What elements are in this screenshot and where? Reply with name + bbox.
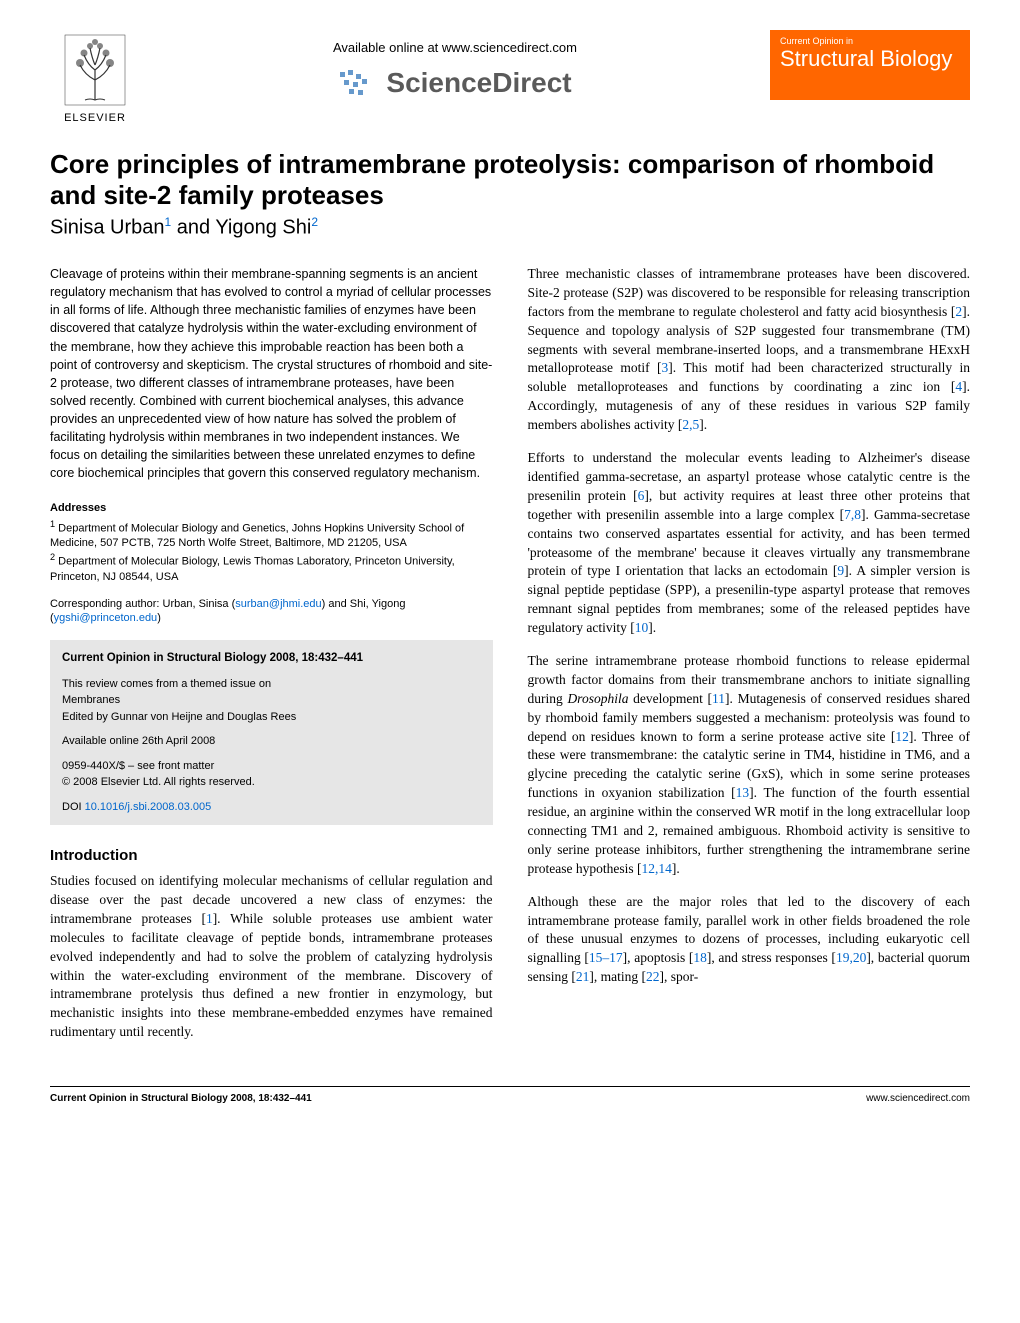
addresses-heading: Addresses <box>50 501 493 516</box>
article-title: Core principles of intramembrane proteol… <box>50 149 970 211</box>
address-2: Department of Molecular Biology, Lewis T… <box>50 556 455 583</box>
rp4e: ], mating [ <box>589 969 646 984</box>
address-1: Department of Molecular Biology and Gene… <box>50 523 464 550</box>
sciencedirect-logo: ScienceDirect <box>140 67 770 99</box>
infobox-issn-block: 0959-440X/$ – see front matter © 2008 El… <box>62 758 481 791</box>
ref-15-17[interactable]: 15–17 <box>589 950 623 965</box>
email-link-2[interactable]: ygshi@princeton.edu <box>54 612 158 624</box>
rp3f: ]. <box>672 861 680 876</box>
footer-url: www.sciencedirect.com <box>866 1093 970 1104</box>
badge-main-text: Structural Biology <box>780 48 960 70</box>
corresponding-author: Corresponding author: Urban, Sinisa (sur… <box>50 597 493 627</box>
available-online-text: Available online at www.sciencedirect.co… <box>140 40 770 55</box>
copyright-line: © 2008 Elsevier Ltd. All rights reserved… <box>62 776 255 788</box>
publisher-name: ELSEVIER <box>64 112 126 124</box>
ref-12-14[interactable]: 12,14 <box>641 861 671 876</box>
abstract-text: Cleavage of proteins within their membra… <box>50 265 493 483</box>
rp2e: ]. <box>648 620 656 635</box>
rp1a: Three mechanistic classes of intramembra… <box>528 266 971 319</box>
ref-10[interactable]: 10 <box>635 620 649 635</box>
rp3-italic: Drosophila <box>567 691 628 706</box>
ref-1[interactable]: 1 <box>206 911 213 926</box>
ref-13[interactable]: 13 <box>736 785 750 800</box>
infobox-citation: Current Opinion in Structural Biology 20… <box>62 650 481 667</box>
author-2: Yigong Shi <box>215 217 311 239</box>
ref-19-20[interactable]: 19,20 <box>836 950 866 965</box>
ref-22[interactable]: 22 <box>646 969 660 984</box>
ref-2-5[interactable]: 2,5 <box>682 417 699 432</box>
right-p2: Efforts to understand the molecular even… <box>528 449 971 638</box>
infobox-themed: This review comes from a themed issue on… <box>62 676 481 726</box>
author-1: Sinisa Urban <box>50 217 165 239</box>
intro-paragraph-1: Studies focused on identifying molecular… <box>50 872 493 1042</box>
center-header: Available online at www.sciencedirect.co… <box>140 30 770 99</box>
rp4f: ], spor- <box>660 969 699 984</box>
right-p3: The serine intramembrane protease rhombo… <box>528 652 971 879</box>
rp3b: development [ <box>628 691 712 706</box>
author-sep: and <box>171 217 215 239</box>
page-header: ELSEVIER Available online at www.science… <box>50 30 970 124</box>
right-p1: Three mechanistic classes of intramembra… <box>528 265 971 435</box>
rp4c: ], and stress responses [ <box>707 950 836 965</box>
citation-info-box: Current Opinion in Structural Biology 20… <box>50 640 493 825</box>
introduction-heading: Introduction <box>50 845 493 866</box>
sciencedirect-text: ScienceDirect <box>386 67 571 99</box>
publisher-logo-block: ELSEVIER <box>50 30 140 124</box>
left-column: Cleavage of proteins within their membra… <box>50 265 493 1056</box>
infobox-doi: DOI 10.1016/j.sbi.2008.03.005 <box>62 799 481 816</box>
elsevier-tree-icon <box>60 30 130 110</box>
rp4b: ], apoptosis [ <box>623 950 694 965</box>
ref-18[interactable]: 18 <box>693 950 707 965</box>
themed-line1: This review comes from a themed issue on <box>62 678 271 690</box>
right-p4: Although these are the major roles that … <box>528 893 971 987</box>
badge-top-text: Current Opinion in <box>780 36 960 46</box>
issn-line: 0959-440X/$ – see front matter <box>62 760 214 772</box>
sciencedirect-dots-icon <box>338 68 378 98</box>
journal-badge: Current Opinion in Structural Biology <box>770 30 970 100</box>
doi-link[interactable]: 10.1016/j.sbi.2008.03.005 <box>85 801 212 813</box>
editors-line: Edited by Gunnar von Heijne and Douglas … <box>62 711 296 723</box>
page-footer: Current Opinion in Structural Biology 20… <box>50 1086 970 1104</box>
addresses-block: 1 Department of Molecular Biology and Ge… <box>50 518 493 585</box>
ref-7-8[interactable]: 7,8 <box>844 507 861 522</box>
rp1e: ]. <box>699 417 707 432</box>
ref-11[interactable]: 11 <box>712 691 725 706</box>
email-link-1[interactable]: surban@jhmi.edu <box>235 598 321 610</box>
corr-end: ) <box>157 612 161 624</box>
footer-citation: Current Opinion in Structural Biology 20… <box>50 1093 312 1104</box>
ref-21[interactable]: 21 <box>576 969 590 984</box>
author-2-affil: 2 <box>311 215 318 229</box>
themed-line2: Membranes <box>62 694 120 706</box>
doi-label: DOI <box>62 801 85 813</box>
infobox-available: Available online 26th April 2008 <box>62 733 481 750</box>
intro-p1-b: ]. While soluble proteases use ambient w… <box>50 911 493 1039</box>
two-column-layout: Cleavage of proteins within their membra… <box>50 265 970 1056</box>
authors-line: Sinisa Urban1 and Yigong Shi2 <box>50 215 970 240</box>
ref-12[interactable]: 12 <box>895 729 909 744</box>
right-column: Three mechanistic classes of intramembra… <box>528 265 971 1056</box>
corr-label: Corresponding author: Urban, Sinisa ( <box>50 598 235 610</box>
